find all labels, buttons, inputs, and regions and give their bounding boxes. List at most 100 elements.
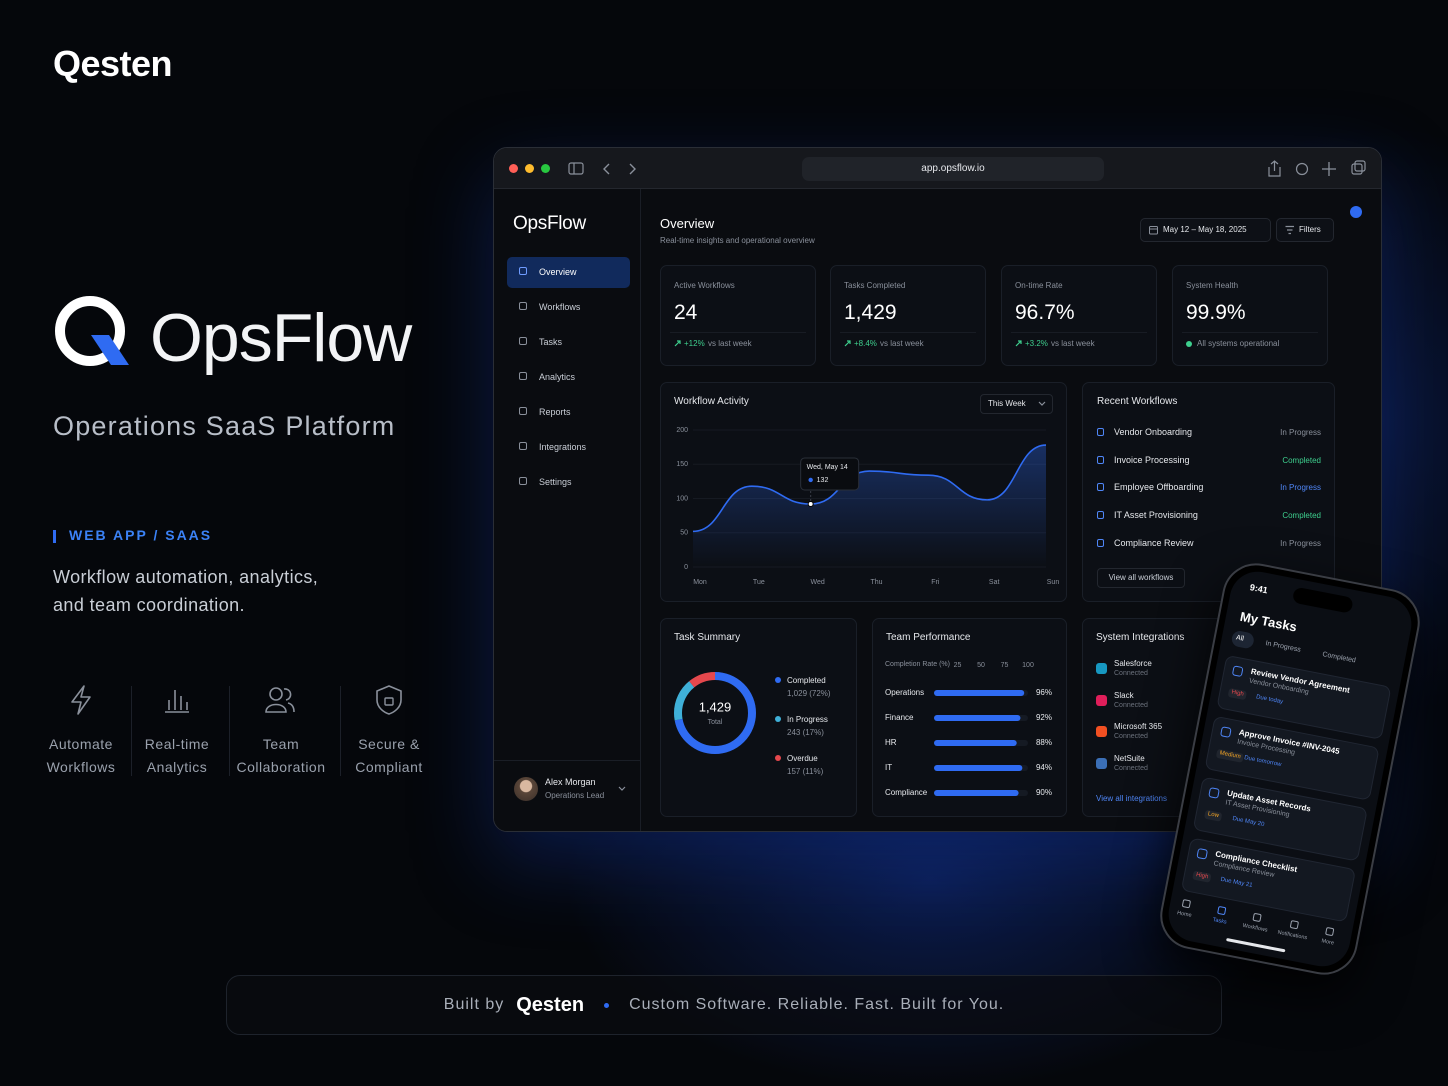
workflow-icon	[1097, 455, 1104, 464]
footer-prefix: Built by	[443, 996, 505, 1013]
integration-name: Microsoft 365	[1114, 722, 1163, 731]
kpi-label: Active Workflows	[674, 281, 735, 290]
workflow-status: Completed	[1282, 511, 1321, 521]
task-icon	[1196, 847, 1209, 860]
window-close[interactable]	[509, 164, 518, 173]
nav-item[interactable]: Settings	[539, 477, 572, 487]
kpi-card	[830, 265, 986, 366]
kpi-delta: +12%	[684, 339, 705, 348]
workflow-status: In Progress	[1280, 538, 1321, 548]
phone-tab[interactable]: In Progress	[1264, 640, 1302, 654]
workflow-name[interactable]: IT Asset Provisioning	[1114, 510, 1198, 521]
notification-badge[interactable]	[1350, 206, 1362, 218]
view-all-workflows[interactable]: View all workflows	[1108, 573, 1174, 582]
date-range-button[interactable]	[1140, 218, 1271, 242]
category-label: Compliance	[885, 788, 928, 797]
phone-nav-icon[interactable]	[1181, 899, 1192, 909]
x-tick-label: Sun	[1047, 579, 1060, 586]
phone-tab[interactable]: Completed	[1321, 651, 1357, 665]
category-label: Operations	[885, 688, 924, 697]
nav-item[interactable]: Analytics	[539, 372, 576, 382]
phone-nav-label[interactable]: Workflows	[1241, 922, 1268, 934]
browser-controls[interactable]	[568, 159, 648, 179]
legend-dot	[775, 716, 781, 722]
x-tick-label: Mon	[693, 579, 707, 586]
kpi-value: 24	[674, 301, 698, 324]
workflow-icon	[1097, 538, 1104, 547]
app-logo: OpsFlow	[513, 213, 586, 234]
phone-nav-icon[interactable]	[1217, 905, 1227, 916]
phone-tab[interactable]: All	[1235, 634, 1245, 643]
workflow-status: In Progress	[1280, 428, 1321, 437]
nav-item[interactable]: Tasks	[539, 337, 563, 347]
kpi-card	[1172, 265, 1328, 366]
kpi-label: System Health	[1186, 281, 1239, 290]
workflow-name[interactable]: Employee Offboarding	[1114, 482, 1204, 493]
integration-name: Salesforce	[1114, 659, 1152, 668]
kpi-value: 1,429	[844, 301, 897, 324]
kpi-divider	[1011, 332, 1147, 333]
x-tick-label: 75	[1001, 662, 1009, 669]
legend-label: In Progress	[787, 715, 828, 724]
filter-icon	[1285, 225, 1294, 235]
panel-title: Team Performance	[886, 632, 971, 643]
calendar-icon	[1149, 226, 1158, 235]
period-select[interactable]	[980, 394, 1053, 414]
legend-dot	[775, 755, 781, 761]
workflow-name[interactable]: Compliance Review	[1114, 537, 1194, 548]
footer-slogan: Custom Software. Reliable. Fast. Built f…	[629, 996, 1005, 1013]
task-priority: Low	[1203, 809, 1223, 822]
feature-divider	[131, 686, 132, 776]
x-tick-label: 25	[954, 662, 962, 669]
nav-item[interactable]: Integrations	[539, 442, 587, 452]
workflow-name[interactable]: Vendor Onboarding	[1114, 427, 1193, 437]
value-label: 92%	[1036, 713, 1052, 722]
donut-segment	[674, 672, 756, 754]
feature-label: Automate Workflows	[46, 736, 116, 775]
browser-actions[interactable]	[1266, 159, 1366, 179]
y-tick-label: 100	[676, 495, 688, 502]
user-menu-chevron[interactable]	[618, 786, 626, 792]
tooltip-label: Wed, May 14	[807, 464, 848, 471]
nav-item[interactable]: Workflows	[539, 302, 581, 312]
phone-nav-icon[interactable]	[1289, 920, 1300, 930]
workflow-activity-chart: 0 50 100 150 200 Mon Tue Wed Thu Fri Sat Sun Wed, Ma…	[676, 427, 1060, 586]
workflow-name[interactable]: Invoice Processing	[1114, 454, 1190, 465]
donut-segment	[674, 672, 756, 754]
phone-nav-icon[interactable]	[1325, 926, 1335, 937]
window-zoom[interactable]	[541, 164, 550, 173]
tooltip-dot	[808, 477, 813, 483]
filters-button[interactable]	[1276, 218, 1334, 242]
nav-item[interactable]: Reports	[539, 407, 571, 417]
view-all-workflows-button[interactable]	[1097, 568, 1185, 588]
footer-brand: Qesten	[516, 993, 585, 1016]
kpi-divider	[1182, 332, 1318, 333]
nav-icon	[519, 302, 527, 310]
view-all-integrations[interactable]: View all integrations	[1096, 794, 1168, 803]
x-tick-label: Fri	[931, 579, 940, 586]
trend-icon	[1015, 340, 1022, 347]
task-due: Due tomorrow	[1243, 755, 1282, 769]
phone-nav-label[interactable]: More	[1320, 938, 1335, 947]
feature-icon	[265, 687, 295, 713]
nav-item[interactable]: Overview	[539, 267, 577, 277]
task-priority: High	[1192, 870, 1212, 884]
integration-status: Connected	[1114, 670, 1148, 677]
feature-divider	[340, 686, 341, 776]
activity-area	[693, 445, 1046, 567]
kpi-divider	[840, 332, 976, 333]
feature-icon	[165, 690, 189, 713]
bar	[934, 765, 1023, 771]
app-sidebar	[494, 189, 641, 831]
user-avatar[interactable]	[514, 777, 538, 801]
x-tick-label: Tue	[753, 579, 765, 586]
window-minimize[interactable]	[525, 164, 534, 173]
kpi-delta: +8.4%	[854, 339, 877, 348]
url-bar[interactable]	[802, 157, 1104, 181]
hero-product: OpsFlow	[150, 300, 412, 376]
x-tick-label: Thu	[870, 579, 882, 586]
phone-nav-icon[interactable]	[1252, 912, 1262, 923]
legend-label: Completed	[787, 676, 826, 685]
legend-value: 157 (11%)	[787, 767, 824, 776]
